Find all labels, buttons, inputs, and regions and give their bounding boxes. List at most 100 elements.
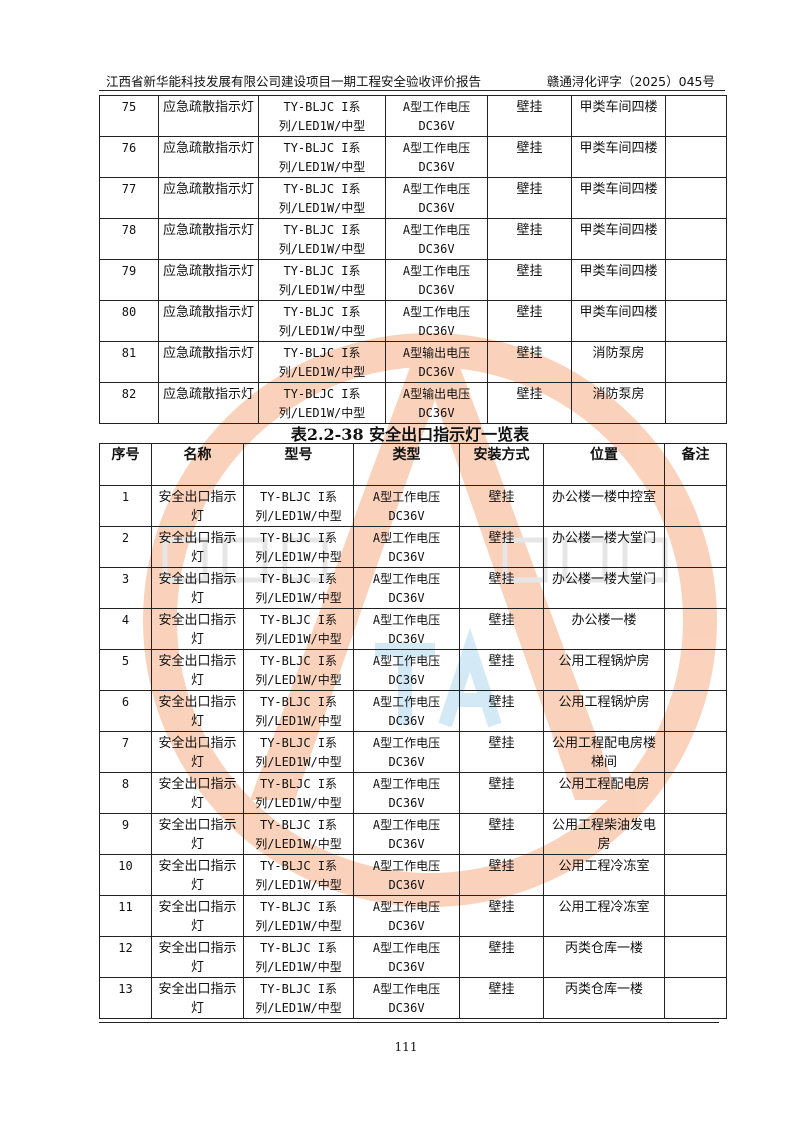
table-row: 76 应急疏散指示灯 TY-BLJC I系列/LED1W/中型 A型工作电压DC36V… (99, 136, 727, 178)
table-cell: TY-BLJC I系列/LED1W/中型 (258, 300, 386, 342)
table-cell: 安全出口指示灯 (151, 936, 244, 978)
table-cell (665, 341, 727, 383)
table-cell: 10 (99, 854, 152, 896)
column-header: 位置 (543, 443, 665, 486)
footer-divider (99, 1022, 719, 1023)
table-cell: A型工作电压DC36V (385, 95, 488, 137)
table-cell: TY-BLJC I系列/LED1W/中型 (243, 977, 354, 1019)
table-row: 11 安全出口指示灯 TY-BLJC I系列/LED1W/中型 A型工作电压DC36V… (99, 895, 727, 937)
table-row: 82 应急疏散指示灯 TY-BLJC I系列/LED1W/中型 A型输出电压DC36V… (99, 382, 727, 424)
table-cell: TY-BLJC I系列/LED1W/中型 (243, 526, 354, 568)
table-cell: 应急疏散指示灯 (158, 177, 259, 219)
table-cell: 壁挂 (459, 772, 544, 814)
table-cell (664, 977, 727, 1019)
table-cell (664, 485, 727, 527)
table-caption: 表2.2-38 安全出口指示灯一览表 (290, 425, 530, 444)
table-cell: 安全出口指示灯 (151, 485, 244, 527)
table-row: 4 安全出口指示灯 TY-BLJC I系列/LED1W/中型 A型工作电压DC36V 壁… (99, 608, 727, 650)
table-cell (665, 218, 727, 260)
header-title: 江西省新华能科技发展有限公司建设项目一期工程安全验收评价报告 (106, 74, 482, 89)
table-row: 3 安全出口指示灯 TY-BLJC I系列/LED1W/中型 A型工作电压DC36V 壁… (99, 567, 727, 609)
table-cell (665, 95, 727, 137)
table-cell: 办公楼一楼大堂门 (543, 567, 665, 609)
table-cell: A型工作电压DC36V (353, 485, 460, 527)
table-cell: 壁挂 (487, 382, 572, 424)
table-cell (664, 690, 727, 732)
table-cell: 4 (99, 608, 152, 650)
table-row: 5 安全出口指示灯 TY-BLJC I系列/LED1W/中型 A型工作电压DC36V 壁… (99, 649, 727, 691)
table-cell: TY-BLJC I系列/LED1W/中型 (243, 854, 354, 896)
table-cell: 3 (99, 567, 152, 609)
table-cell: 壁挂 (487, 177, 572, 219)
table-cell: 公用工程配电房 (543, 772, 665, 814)
table-cell: 公用工程配电房楼梯间 (543, 731, 665, 773)
table-cell: 6 (99, 690, 152, 732)
table-cell: A型工作电压DC36V (353, 649, 460, 691)
table-cell: A型工作电压DC36V (353, 567, 460, 609)
table-cell: 消防泵房 (571, 341, 666, 383)
table-cell: 79 (99, 259, 159, 301)
table-cell: TY-BLJC I系列/LED1W/中型 (258, 218, 386, 260)
table-cell: 壁挂 (459, 690, 544, 732)
table-cell: 安全出口指示灯 (151, 813, 244, 855)
table-row: 8 安全出口指示灯 TY-BLJC I系列/LED1W/中型 A型工作电压DC36V 壁… (99, 772, 727, 814)
table-cell: 甲类车间四楼 (571, 136, 666, 178)
table-cell: 5 (99, 649, 152, 691)
table-cell: 甲类车间四楼 (571, 300, 666, 342)
table-cell: 安全出口指示灯 (151, 608, 244, 650)
table-row: 77 应急疏散指示灯 TY-BLJC I系列/LED1W/中型 A型工作电压DC36V… (99, 177, 727, 219)
table-cell (664, 854, 727, 896)
table-cell: TY-BLJC I系列/LED1W/中型 (243, 567, 354, 609)
table-cell: A型工作电压DC36V (385, 136, 488, 178)
table-cell: TY-BLJC I系列/LED1W/中型 (258, 259, 386, 301)
table-cell: 安全出口指示灯 (151, 977, 244, 1019)
column-header: 型号 (243, 443, 354, 486)
table-row: 1 安全出口指示灯 TY-BLJC I系列/LED1W/中型 A型工作电压DC36V 壁… (99, 485, 727, 527)
table-cell (664, 608, 727, 650)
table-cell: 壁挂 (487, 341, 572, 383)
table-cell: 公用工程柴油发电房 (543, 813, 665, 855)
table-cell: TY-BLJC I系列/LED1W/中型 (243, 649, 354, 691)
table-cell: 壁挂 (459, 936, 544, 978)
table-cell: TY-BLJC I系列/LED1W/中型 (243, 731, 354, 773)
table-cell: 壁挂 (459, 977, 544, 1019)
table-cell: 80 (99, 300, 159, 342)
table-row: 2 安全出口指示灯 TY-BLJC I系列/LED1W/中型 A型工作电压DC36V 壁… (99, 526, 727, 568)
table-cell: TY-BLJC I系列/LED1W/中型 (243, 608, 354, 650)
table-cell: 消防泵房 (571, 382, 666, 424)
table-cell: A型工作电压DC36V (353, 608, 460, 650)
table-cell: TY-BLJC I系列/LED1W/中型 (243, 772, 354, 814)
table-cell: A型工作电压DC36V (353, 813, 460, 855)
table-row: 79 应急疏散指示灯 TY-BLJC I系列/LED1W/中型 A型工作电压DC36V… (99, 259, 727, 301)
table-cell: 丙类仓库一楼 (543, 936, 665, 978)
table-cell: A型工作电压DC36V (353, 772, 460, 814)
table-cell: 应急疏散指示灯 (158, 382, 259, 424)
table-cell: TY-BLJC I系列/LED1W/中型 (258, 95, 386, 137)
table-cell: A型工作电压DC36V (385, 218, 488, 260)
table-row: 81 应急疏散指示灯 TY-BLJC I系列/LED1W/中型 A型输出电压DC36V… (99, 341, 727, 383)
table-cell: 1 (99, 485, 152, 527)
table-cell: 甲类车间四楼 (571, 259, 666, 301)
table-cell: A型工作电压DC36V (353, 731, 460, 773)
table-cell (665, 382, 727, 424)
header-report-number: 赣通浔化评字（2025）045号 (546, 74, 715, 89)
column-header: 备注 (664, 443, 727, 486)
table-cell: 壁挂 (459, 813, 544, 855)
table-cell: 应急疏散指示灯 (158, 218, 259, 260)
table-cell (665, 259, 727, 301)
table-row: 6 安全出口指示灯 TY-BLJC I系列/LED1W/中型 A型工作电压DC36V 壁… (99, 690, 727, 732)
table-cell: 丙类仓库一楼 (543, 977, 665, 1019)
table-cell (664, 526, 727, 568)
table-cell (664, 731, 727, 773)
table-row: 75 应急疏散指示灯 TY-BLJC I系列/LED1W/中型 A型工作电压DC36V… (99, 95, 727, 137)
table-cell: 安全出口指示灯 (151, 567, 244, 609)
table-cell: TY-BLJC I系列/LED1W/中型 (258, 136, 386, 178)
table-cell: TY-BLJC I系列/LED1W/中型 (258, 341, 386, 383)
table-cell: 壁挂 (459, 895, 544, 937)
table-row: 7 安全出口指示灯 TY-BLJC I系列/LED1W/中型 A型工作电压DC36V 壁… (99, 731, 727, 773)
table-cell: 壁挂 (487, 136, 572, 178)
column-header: 序号 (99, 443, 152, 486)
table-cell: A型工作电压DC36V (385, 259, 488, 301)
table-cell: 安全出口指示灯 (151, 649, 244, 691)
table-cell: 78 (99, 218, 159, 260)
